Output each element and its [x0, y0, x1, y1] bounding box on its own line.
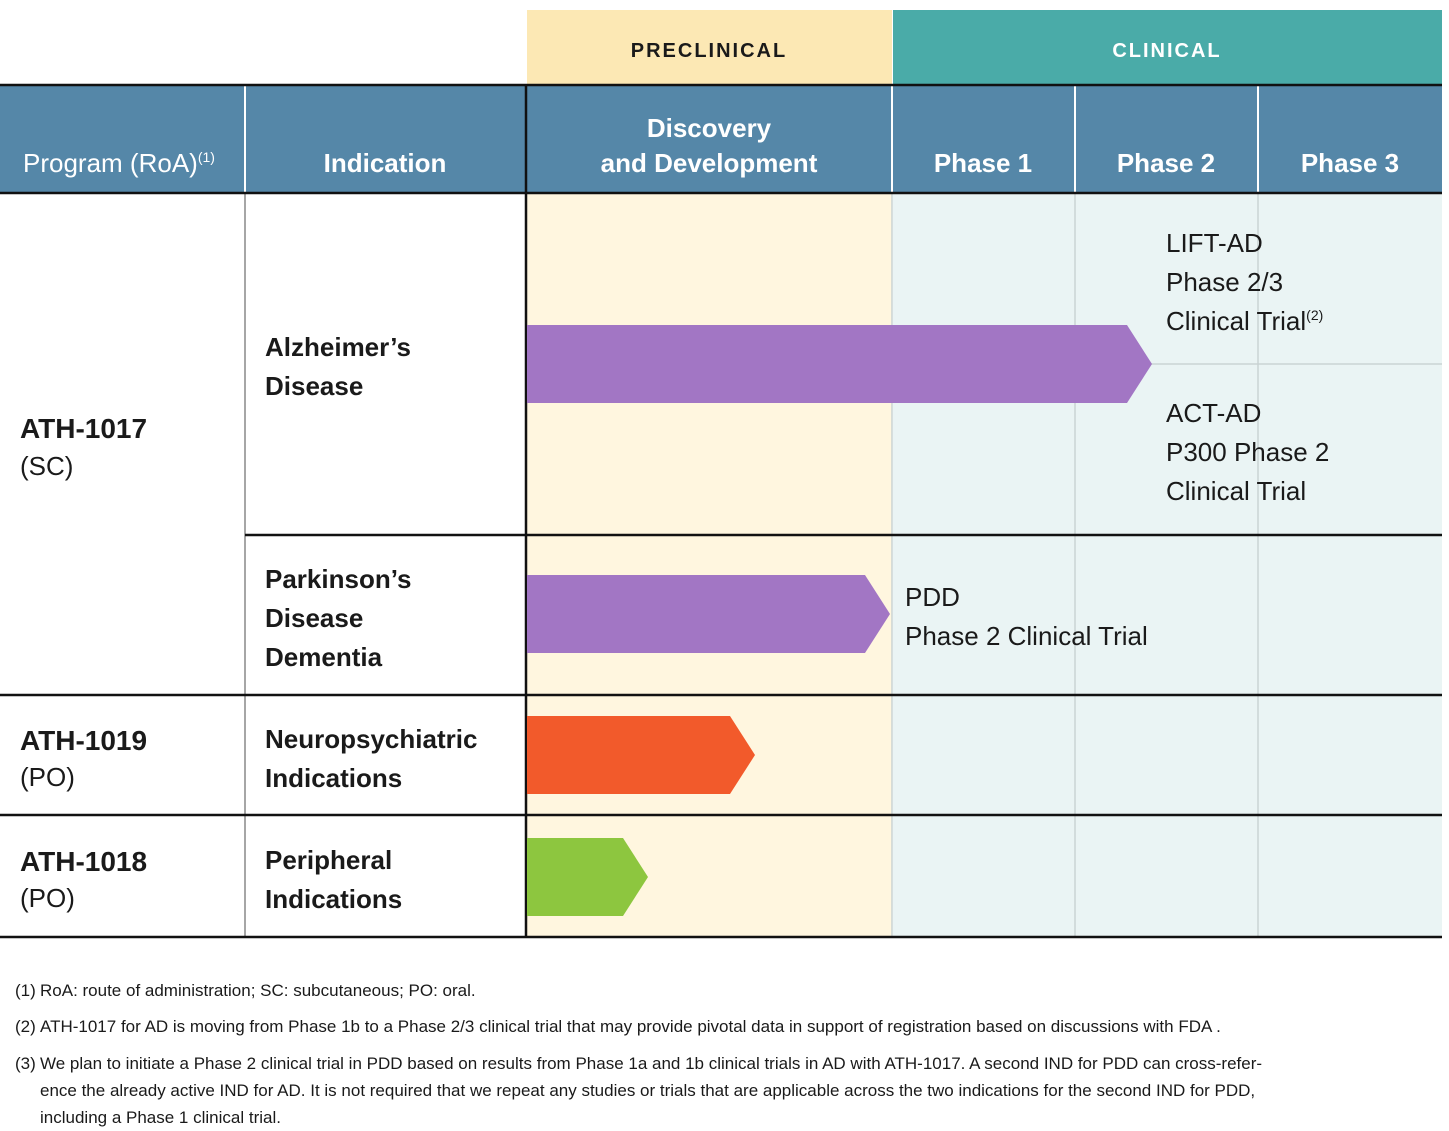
footnote-marker: (3)	[15, 1054, 36, 1073]
trial-label: Phase 2/3	[1166, 267, 1283, 297]
program-name: ATH-1018	[20, 846, 147, 877]
program-name: ATH-1017	[20, 413, 147, 444]
progress-arrow	[527, 325, 1152, 403]
indication: Disease	[265, 603, 363, 633]
column-header: and Development	[601, 148, 818, 178]
trial-label: Phase 2 Clinical Trial	[905, 621, 1148, 651]
progress-arrow	[527, 575, 890, 653]
progress-arrow	[527, 716, 755, 794]
indication: Indications	[265, 884, 402, 914]
note-marker: (2)	[1306, 307, 1323, 323]
trial-line: Clinical Trial	[1166, 306, 1306, 336]
clinical-area	[893, 194, 1442, 937]
preclinical-band	[527, 10, 892, 84]
trial-label: P300 Phase 2	[1166, 437, 1329, 467]
footnote-marker: (2)	[15, 1017, 36, 1036]
trial-label: Clinical Trial(2)	[1166, 306, 1323, 336]
indication: Neuropsychiatric	[265, 724, 477, 754]
program-name: ATH-1019	[20, 725, 147, 756]
preclinical-area	[527, 194, 892, 937]
column-header: Phase 1	[934, 148, 1032, 178]
column-header: Discovery	[647, 113, 772, 143]
program-roa: (SC)	[20, 451, 73, 481]
indication: Disease	[265, 371, 363, 401]
progress-arrow	[527, 838, 648, 916]
trial-label: Clinical Trial	[1166, 476, 1306, 506]
header-row	[0, 86, 1442, 193]
indication: Parkinson’s	[265, 564, 411, 594]
footnote-text: ATH-1017 for AD is moving from Phase 1b …	[40, 1017, 1221, 1036]
footnote-text: RoA: route of administration; SC: subcut…	[40, 981, 476, 1000]
trial-label: PDD	[905, 582, 960, 612]
footnote-text: We plan to initiate a Phase 2 clinical t…	[40, 1054, 1262, 1073]
indication: Alzheimer’s	[265, 332, 411, 362]
note-marker: (1)	[198, 149, 215, 165]
indication: Dementia	[265, 642, 383, 672]
program-roa: (PO)	[20, 762, 75, 792]
clinical-band	[893, 10, 1442, 84]
grid	[0, 83, 1442, 939]
column-label: Program (RoA)	[23, 148, 198, 178]
column-header: Phase 3	[1301, 148, 1399, 178]
column-header: Indication	[324, 148, 447, 178]
stage-label: PRECLINICAL	[631, 40, 787, 62]
indication: Peripheral	[265, 845, 392, 875]
indication: Indications	[265, 763, 402, 793]
program-roa: (PO)	[20, 883, 75, 913]
column-header: Phase 2	[1117, 148, 1215, 178]
footnote-text: including a Phase 1 clinical trial.	[40, 1108, 281, 1127]
footnote-marker: (1)	[15, 981, 36, 1000]
column-header: Program (RoA)(1)	[23, 148, 215, 178]
trial-label: LIFT-AD	[1166, 228, 1263, 258]
trial-label: ACT-AD	[1166, 398, 1261, 428]
footnote-text: ence the already active IND for AD. It i…	[40, 1081, 1255, 1100]
stage-label: CLINICAL	[1112, 40, 1221, 62]
